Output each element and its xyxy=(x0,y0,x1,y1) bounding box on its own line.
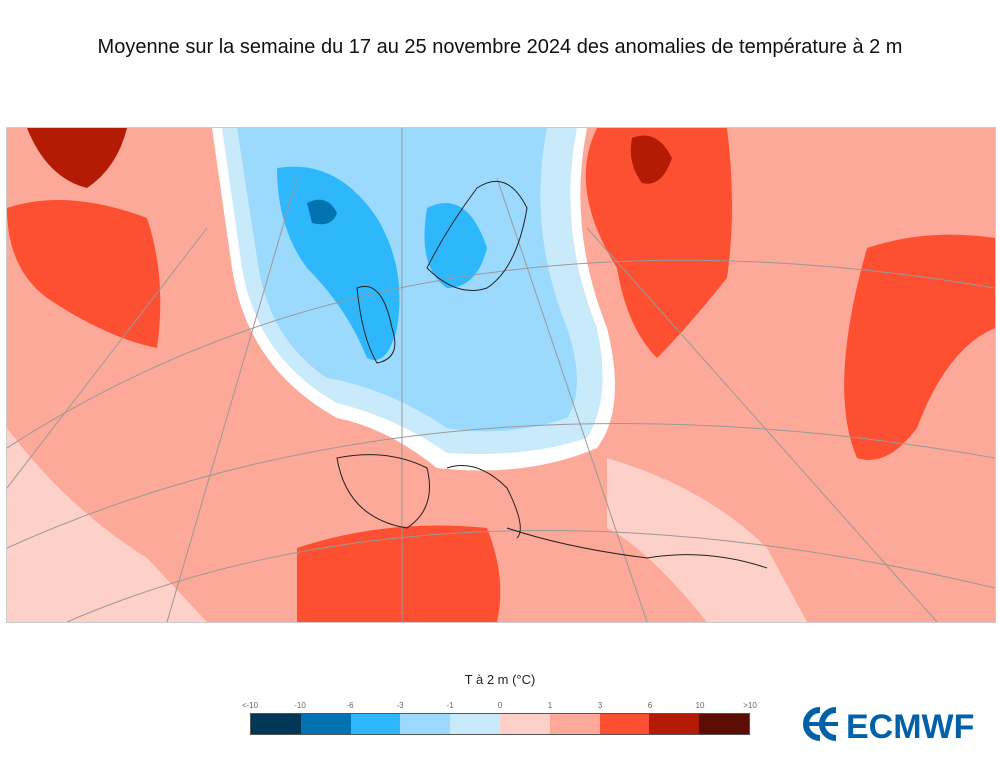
legend-tick: -10 xyxy=(294,701,306,710)
map-title: Moyenne sur la semaine du 17 au 25 novem… xyxy=(97,36,903,58)
legend-tick: -6 xyxy=(346,701,354,710)
temperature-anomaly-map xyxy=(6,127,996,623)
legend-swatch xyxy=(499,714,550,734)
legend-tick: -3 xyxy=(396,701,404,710)
legend-swatch xyxy=(350,714,401,734)
legend-swatch xyxy=(251,714,301,734)
legend-tick: 1 xyxy=(547,701,553,710)
moderate-negative-anomaly-area xyxy=(424,203,487,288)
ecmwf-logo-icon xyxy=(803,707,838,741)
legend-tick: -1 xyxy=(446,701,454,710)
strong-positive-anomaly-area xyxy=(844,234,995,460)
legend-swatch xyxy=(450,714,500,734)
legend-swatch xyxy=(400,714,451,734)
legend-swatch xyxy=(699,714,749,734)
ecmwf-logo-text: ECMWF xyxy=(846,708,974,744)
legend-tick: >10 xyxy=(743,701,757,710)
legend-swatch xyxy=(300,714,351,734)
very-strong-positive-anomaly-area xyxy=(27,128,127,188)
legend-tick: 6 xyxy=(647,701,653,710)
legend-swatch xyxy=(599,714,650,734)
legend-ticks: <-10 -10 -6 -3 -1 0 1 3 6 10 >10 xyxy=(242,701,757,711)
strong-positive-anomaly-area xyxy=(585,128,732,358)
legend-swatch xyxy=(649,714,700,734)
ecmwf-logo: ECMWF xyxy=(803,707,974,744)
legend-tick: 0 xyxy=(497,701,503,710)
legend-colorbar xyxy=(250,713,750,735)
strong-positive-anomaly-area xyxy=(7,200,161,348)
coastlines xyxy=(336,180,768,569)
legend-tick: 3 xyxy=(597,701,603,710)
weak-positive-anomaly-area xyxy=(7,428,207,622)
moderate-negative-anomaly-area xyxy=(277,166,400,360)
very-strong-positive-anomaly-area xyxy=(630,135,672,184)
legend-tick: <-10 xyxy=(241,701,259,710)
legend-title: T à 2 m (°C) xyxy=(464,672,536,687)
legend-swatch xyxy=(549,714,600,734)
strong-negative-anomaly-area xyxy=(307,199,337,225)
graticule xyxy=(7,128,995,622)
legend-tick: 10 xyxy=(695,701,705,710)
strong-positive-anomaly-area xyxy=(297,525,501,622)
weak-positive-anomaly-area xyxy=(607,458,807,622)
